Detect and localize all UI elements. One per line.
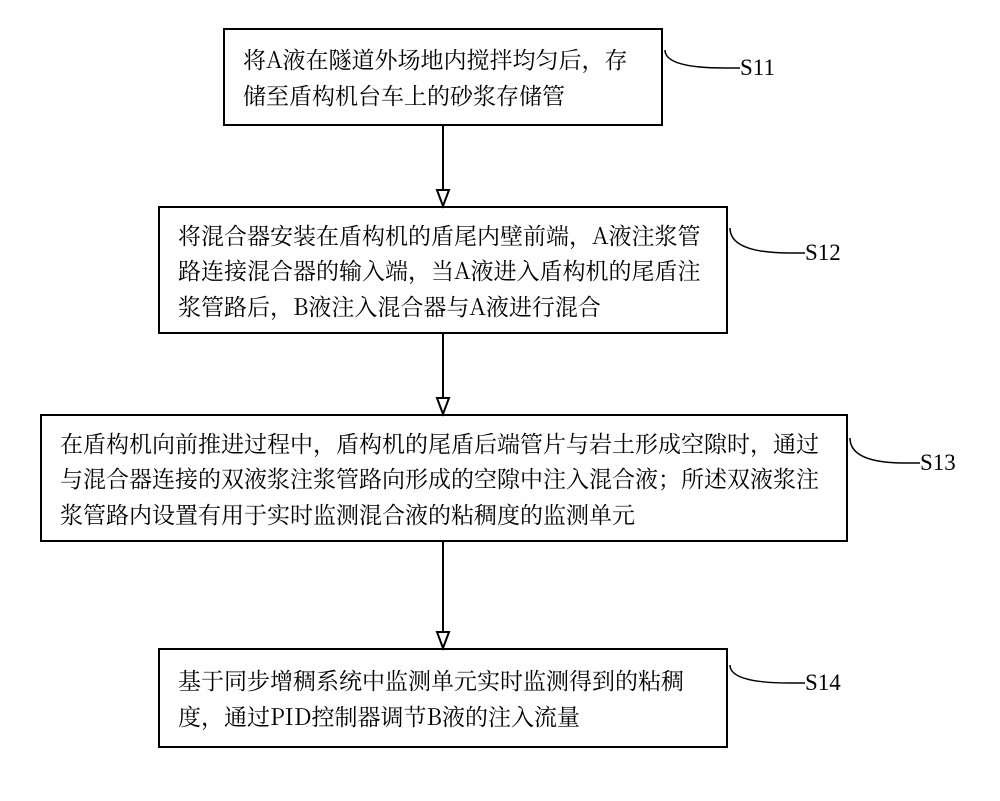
arrow-s13-s14 (0, 0, 1000, 801)
